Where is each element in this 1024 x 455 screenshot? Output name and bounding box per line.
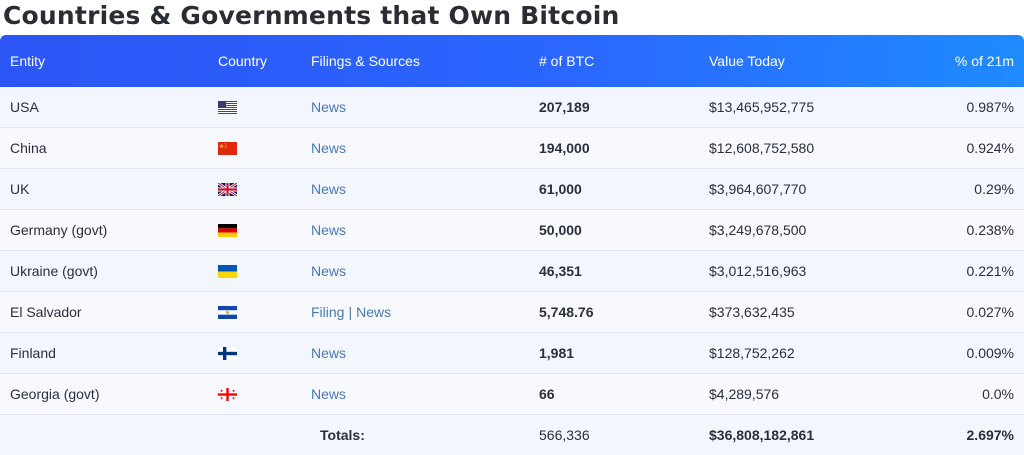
entity-name: Finland	[10, 345, 56, 361]
btc-amount: 1,981	[539, 345, 575, 361]
pct-of-supply: 0.924%	[966, 140, 1014, 156]
entity-name: UK	[10, 181, 30, 197]
value-today: $4,289,576	[709, 386, 780, 402]
sources-cell: News	[311, 251, 346, 291]
totals-label: Totals:	[320, 427, 365, 443]
btc-amount: 50,000	[539, 222, 582, 238]
link-separator: |	[348, 304, 353, 320]
filing-link[interactable]: Filing	[311, 304, 345, 320]
totals-btc: 566,336	[539, 427, 590, 443]
table-row: China News 194,000 $12,608,752,580 0.924…	[0, 128, 1024, 169]
value-today: $3,249,678,500	[709, 222, 807, 238]
sources-cell: News	[311, 128, 346, 168]
value-today: $12,608,752,580	[709, 140, 815, 156]
value-today: $13,465,952,775	[709, 99, 815, 115]
news-link[interactable]: News	[311, 222, 347, 238]
totals-value: $36,808,182,861	[709, 427, 815, 443]
bitcoin-holdings-table: Entity Country Filings & Sources # of BT…	[0, 35, 1024, 455]
totals-row: Totals: 566,336 $36,808,182,861 2.697%	[0, 415, 1024, 455]
table-row: Finland News 1,981 $128,752,262 0.009%	[0, 333, 1024, 374]
news-link[interactable]: News	[311, 345, 347, 361]
table-row: USA News 207,189 $13,465,952,775 0.987%	[0, 87, 1024, 128]
table-row: Ukraine (govt) News 46,351 $3,012,516,96…	[0, 251, 1024, 292]
pct-of-supply: 0.221%	[966, 263, 1014, 279]
sources-cell: News	[311, 87, 346, 127]
value-today: $3,964,607,770	[709, 181, 807, 197]
sources-cell: Filing | News	[311, 292, 391, 332]
btc-amount: 46,351	[539, 263, 582, 279]
pct-of-supply: 0.0%	[982, 386, 1014, 402]
sources-cell: News	[311, 374, 346, 414]
ukraine-flag-icon	[218, 265, 237, 278]
table-row: Germany (govt) News 50,000 $3,249,678,50…	[0, 210, 1024, 251]
pct-of-supply: 0.29%	[974, 181, 1014, 197]
el-salvador-flag-icon	[218, 306, 237, 319]
btc-amount: 194,000	[539, 140, 590, 156]
column-header-value[interactable]: Value Today	[709, 53, 785, 69]
pct-of-supply: 0.238%	[966, 222, 1014, 238]
china-flag-icon	[218, 142, 237, 155]
entity-name: Georgia (govt)	[10, 386, 100, 402]
pct-of-supply: 0.027%	[966, 304, 1014, 320]
btc-amount: 5,748.76	[539, 304, 594, 320]
column-header-pct[interactable]: % of 21m	[954, 53, 1014, 69]
table-row: El Salvador Filing | News 5,748.76 $373,63…	[0, 292, 1024, 333]
pct-of-supply: 0.987%	[966, 99, 1014, 115]
pct-of-supply: 0.009%	[966, 345, 1014, 361]
column-header-country[interactable]: Country	[218, 53, 268, 69]
news-link[interactable]: News	[311, 386, 347, 402]
entity-name: Ukraine (govt)	[10, 263, 98, 279]
column-header-sources[interactable]: Filings & Sources	[311, 53, 420, 69]
germany-flag-icon	[218, 224, 237, 237]
news-link[interactable]: News	[311, 181, 347, 197]
news-link[interactable]: News	[311, 263, 347, 279]
uk-flag-icon	[218, 183, 237, 196]
entity-name: El Salvador	[10, 304, 82, 320]
btc-amount: 61,000	[539, 181, 582, 197]
value-today: $128,752,262	[709, 345, 795, 361]
news-link[interactable]: News	[311, 140, 347, 156]
btc-amount: 207,189	[539, 99, 590, 115]
value-today: $3,012,516,963	[709, 263, 807, 279]
entity-name: Germany (govt)	[10, 222, 108, 238]
sources-cell: News	[311, 333, 346, 373]
table-header: Entity Country Filings & Sources # of BT…	[0, 35, 1024, 87]
column-header-btc[interactable]: # of BTC	[539, 53, 595, 69]
table-row: Georgia (govt) News 66 $4,289,576 0.0%	[0, 374, 1024, 415]
news-link[interactable]: News	[356, 304, 392, 320]
totals-pct: 2.697%	[966, 427, 1014, 443]
finland-flag-icon	[218, 347, 237, 360]
table-row: UK News 61,000 $3,964,607,770 0.29%	[0, 169, 1024, 210]
georgia-flag-icon	[218, 388, 237, 401]
sources-cell: News	[311, 210, 346, 250]
us-flag-icon	[218, 101, 237, 114]
page-title: Countries & Governments that Own Bitcoin	[3, 1, 620, 30]
news-link[interactable]: News	[311, 99, 347, 115]
entity-name: USA	[10, 99, 39, 115]
column-header-entity[interactable]: Entity	[10, 53, 46, 69]
sources-cell: News	[311, 169, 346, 209]
btc-amount: 66	[539, 386, 555, 402]
entity-name: China	[10, 140, 47, 156]
value-today: $373,632,435	[709, 304, 795, 320]
